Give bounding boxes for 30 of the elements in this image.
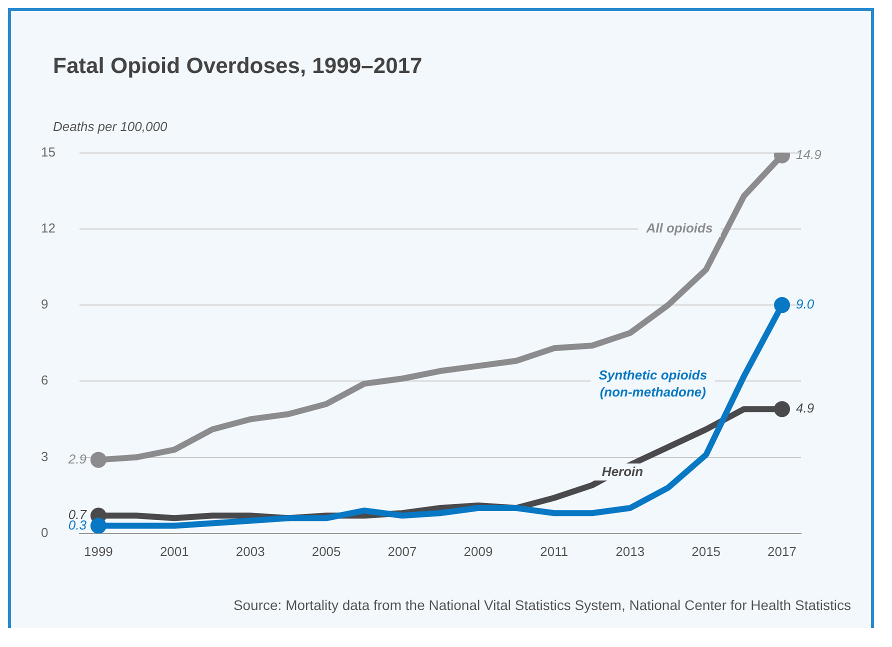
series-label: Heroin [602, 464, 644, 480]
x-tick-label: 2013 [616, 544, 645, 559]
data-label: 9.0 [796, 296, 815, 312]
y-tick-label: 15 [41, 144, 56, 160]
x-tick-label: 2015 [692, 544, 721, 559]
x-tick-label: 2007 [388, 544, 417, 559]
point [774, 297, 790, 314]
data-label: 4.9 [796, 400, 814, 416]
point [90, 452, 106, 468]
x-tick-label: 2011 [540, 544, 568, 559]
source-note: Source: Mortality data from the National Vital Statistics System, National Center for Health Statistics [233, 597, 851, 613]
x-tick-label: 2017 [768, 544, 796, 559]
point [774, 401, 790, 418]
y-tick-label: 9 [41, 296, 48, 312]
x-tick-label: 2003 [236, 544, 265, 559]
series-label: Synthetic opioids (non-methadone) [598, 368, 708, 400]
x-tick-label: 1999 [84, 544, 113, 559]
y-tick-label: 6 [41, 372, 48, 388]
y-tick-label: 3 [41, 448, 48, 464]
data-label: 14.9 [796, 146, 822, 162]
x-tick-label: 2001 [160, 544, 189, 559]
x-tick-label: 2005 [312, 544, 341, 559]
x-tick-label: 2009 [464, 544, 493, 559]
series-label: All opioids [645, 220, 713, 236]
chart-title: Fatal Opioid Overdoses, 1999–2017 [53, 53, 422, 79]
y-axis-title: Deaths per 100,000 [53, 119, 168, 134]
y-tick-label: 12 [41, 220, 56, 236]
data-label: 2.9 [67, 451, 86, 466]
y-tick-label: 0 [41, 524, 48, 540]
point [90, 518, 106, 534]
